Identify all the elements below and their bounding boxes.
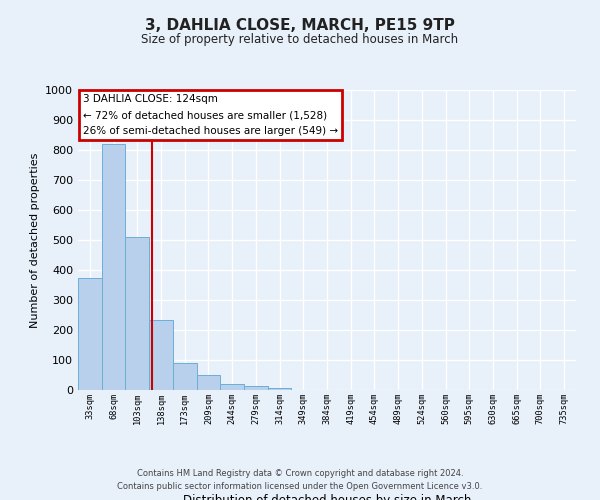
Text: Contains HM Land Registry data © Crown copyright and database right 2024.: Contains HM Land Registry data © Crown c… — [137, 468, 463, 477]
Text: Size of property relative to detached houses in March: Size of property relative to detached ho… — [142, 32, 458, 46]
Text: Contains public sector information licensed under the Open Government Licence v3: Contains public sector information licen… — [118, 482, 482, 491]
Bar — [78, 278, 102, 390]
Bar — [149, 320, 173, 390]
Bar — [173, 363, 197, 390]
Text: 3 DAHLIA CLOSE: 124sqm
← 72% of detached houses are smaller (1,528)
26% of semi-: 3 DAHLIA CLOSE: 124sqm ← 72% of detached… — [83, 94, 338, 136]
Bar — [102, 144, 125, 390]
Y-axis label: Number of detached properties: Number of detached properties — [29, 152, 40, 328]
X-axis label: Distribution of detached houses by size in March: Distribution of detached houses by size … — [183, 494, 471, 500]
Bar — [197, 375, 220, 390]
Bar — [220, 384, 244, 390]
Bar — [244, 386, 268, 390]
Text: 3, DAHLIA CLOSE, MARCH, PE15 9TP: 3, DAHLIA CLOSE, MARCH, PE15 9TP — [145, 18, 455, 32]
Bar — [268, 388, 292, 390]
Bar — [125, 237, 149, 390]
